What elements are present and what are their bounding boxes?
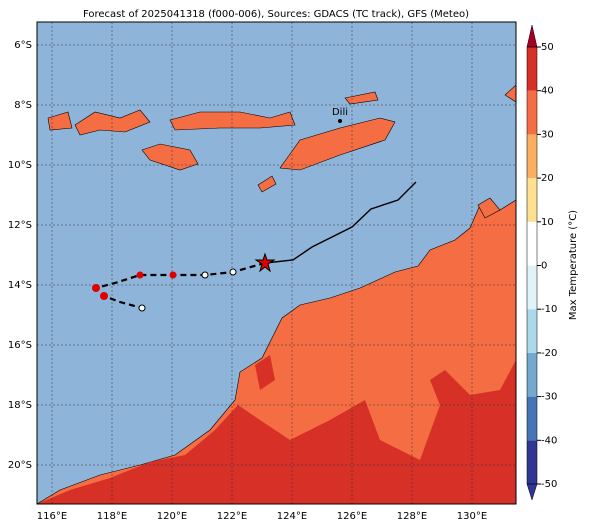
island [257, 175, 277, 193]
lon-label: 128°E [397, 511, 427, 522]
colorbar-segment [527, 352, 537, 397]
forecast-track [93, 261, 266, 310]
colorbar-segment [527, 440, 537, 484]
colorbar-segment [527, 309, 537, 353]
lat-label: 6°S [14, 40, 32, 51]
colorbar-segment [527, 396, 537, 441]
colorbar-tick-label: 30 [541, 129, 554, 140]
flores [169, 111, 296, 131]
lat-label: 18°S [8, 400, 32, 411]
island [504, 84, 516, 103]
colorbar-tick-label: -30 [541, 392, 557, 403]
colorbar-segment [527, 90, 537, 135]
colorbar-tick-label: -40 [541, 435, 557, 446]
colorbar-tick-label: 20 [541, 173, 554, 184]
lat-label: 10°S [8, 160, 32, 171]
colorbar-tick-label: -50 [541, 479, 557, 490]
hot-patch [255, 355, 275, 390]
colorbar-segment [527, 47, 537, 91]
colorbar-segment [527, 265, 537, 310]
lat-label: 16°S [8, 340, 32, 351]
colorbar-tick-label: -20 [541, 348, 557, 359]
lat-label: 14°S [8, 280, 32, 291]
colorbar-tick-label: 50 [541, 42, 554, 53]
sumbawa [74, 109, 151, 136]
sumba [141, 143, 199, 171]
colorbar-tick-label: 40 [541, 86, 554, 97]
lon-label: 116°E [37, 511, 67, 522]
lon-label: 122°E [217, 511, 247, 522]
island [477, 197, 501, 219]
place-label: Dili [332, 107, 348, 118]
map-title: Forecast of 2025041318 (f000-006), Sourc… [83, 9, 469, 20]
colorbar-tick-label: 0 [541, 261, 547, 272]
colorbar-extend-low [526, 483, 538, 501]
lat-label: 12°S [8, 220, 32, 231]
colorbar-tick-label: 10 [541, 217, 554, 228]
lon-label: 120°E [157, 511, 187, 522]
colorbar-segment [527, 134, 537, 179]
colorbar-extend-high [526, 24, 538, 48]
lon-label: 126°E [337, 511, 367, 522]
lon-label: 124°E [277, 511, 307, 522]
wetar [344, 91, 379, 105]
lon-label: 130°E [457, 511, 487, 522]
colorbar-segment [527, 178, 537, 222]
graticule [37, 22, 516, 504]
lombok [47, 111, 73, 131]
map-ticks: 116°E 118°E 120°E 122°E 124°E 126°E 128°E 130°E… [8, 40, 487, 522]
hot-region [37, 360, 516, 504]
colorbar-label: Max Temperature (°C) [568, 210, 579, 320]
lat-label: 20°S [8, 460, 32, 471]
colorbar: -50 -40 -30 -20 -10 0 10 20 30 40 50 [526, 24, 557, 501]
past-track [264, 181, 417, 264]
place-marker [338, 119, 342, 123]
map-frame [36, 21, 517, 505]
current-position [254, 252, 276, 273]
map-area: Dili [37, 22, 516, 504]
track-points [92, 268, 237, 312]
colorbar-tick-label: -10 [541, 304, 557, 315]
lat-label: 8°S [14, 100, 32, 111]
colorbar-segment [527, 221, 537, 266]
lon-label: 118°E [97, 511, 127, 522]
